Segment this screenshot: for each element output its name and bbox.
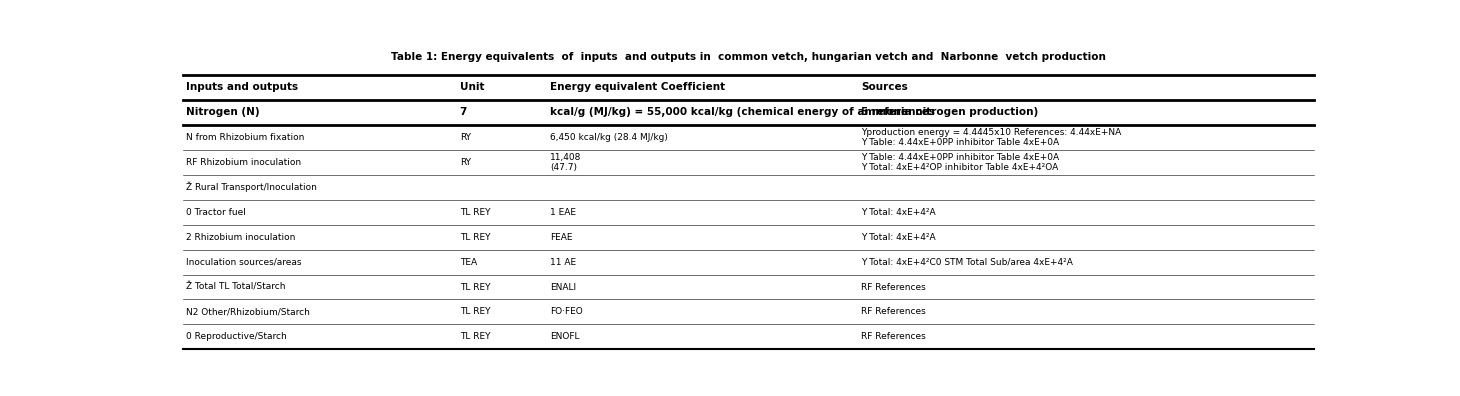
Text: RF References: RF References (861, 282, 926, 291)
Text: TL REY: TL REY (460, 332, 491, 341)
Text: RY: RY (460, 133, 470, 142)
Text: 0 Tractor fuel: 0 Tractor fuel (185, 208, 245, 217)
Text: TL REY: TL REY (460, 232, 491, 242)
Text: Y Table: 4.44xE+0PP inhibitor Table 4xE+0A
Y Total: 4xE+4²OP inhibitor Table 4xE: Y Table: 4.44xE+0PP inhibitor Table 4xE+… (861, 153, 1060, 171)
Text: Nitrogen (N): Nitrogen (N) (185, 107, 260, 117)
Text: Table 1: Energy equivalents  of  inputs  and outputs in  common vetch, hungarian: Table 1: Energy equivalents of inputs an… (391, 51, 1105, 62)
Text: Sources: Sources (861, 82, 908, 92)
Text: 1 EAE: 1 EAE (550, 208, 577, 217)
Text: Ž Rural Transport/Inoculation: Ž Rural Transport/Inoculation (185, 182, 317, 192)
Text: 11,408
(47.7): 11,408 (47.7) (550, 153, 581, 171)
Text: ENOFL: ENOFL (550, 332, 580, 341)
Text: 7: 7 (460, 107, 467, 117)
Text: Energy equivalent Coefficient: Energy equivalent Coefficient (550, 82, 726, 92)
Text: Y Total: 4xE+4²A: Y Total: 4xE+4²A (861, 208, 936, 217)
Text: 6,450 kcal/kg (28.4 MJ/kg): 6,450 kcal/kg (28.4 MJ/kg) (550, 133, 669, 142)
Text: Inputs and outputs: Inputs and outputs (185, 82, 298, 92)
Text: Inoculation sources/areas: Inoculation sources/areas (185, 257, 301, 267)
Text: FO·FEO: FO·FEO (550, 307, 583, 316)
Text: Ž Total TL Total/Starch: Ž Total TL Total/Starch (185, 282, 285, 291)
Text: Unit: Unit (460, 82, 485, 92)
Text: kcal/g (MJ/kg) = 55,000 kcal/kg (chemical energy of ammonia nitrogen production): kcal/g (MJ/kg) = 55,000 kcal/kg (chemica… (550, 107, 1038, 117)
Text: 5 references: 5 references (861, 107, 936, 117)
Text: RF Rhizobium inoculation: RF Rhizobium inoculation (185, 158, 301, 167)
Text: RY: RY (460, 158, 470, 167)
Text: 0 Reproductive/Starch: 0 Reproductive/Starch (185, 332, 286, 341)
Text: 2 Rhizobium inoculation: 2 Rhizobium inoculation (185, 232, 295, 242)
Text: TEA: TEA (460, 257, 477, 267)
Text: RF References: RF References (861, 307, 926, 316)
Text: N2 Other/Rhizobium/Starch: N2 Other/Rhizobium/Starch (185, 307, 310, 316)
Text: Y Total: 4xE+4²A: Y Total: 4xE+4²A (861, 232, 936, 242)
Text: TL REY: TL REY (460, 208, 491, 217)
Text: N from Rhizobium fixation: N from Rhizobium fixation (185, 133, 304, 142)
Text: Yproduction energy = 4.4445x10 References: 4.44xE+NA
Y Table: 4.44xE+0PP inhibit: Yproduction energy = 4.4445x10 Reference… (861, 128, 1121, 147)
Text: TL REY: TL REY (460, 282, 491, 291)
Text: RF References: RF References (861, 332, 926, 341)
Text: ENALI: ENALI (550, 282, 577, 291)
Text: TL REY: TL REY (460, 307, 491, 316)
Text: 11 AE: 11 AE (550, 257, 577, 267)
Text: Y Total: 4xE+4²C0 STM Total Sub/area 4xE+4²A: Y Total: 4xE+4²C0 STM Total Sub/area 4xE… (861, 257, 1073, 267)
Text: FEAE: FEAE (550, 232, 572, 242)
